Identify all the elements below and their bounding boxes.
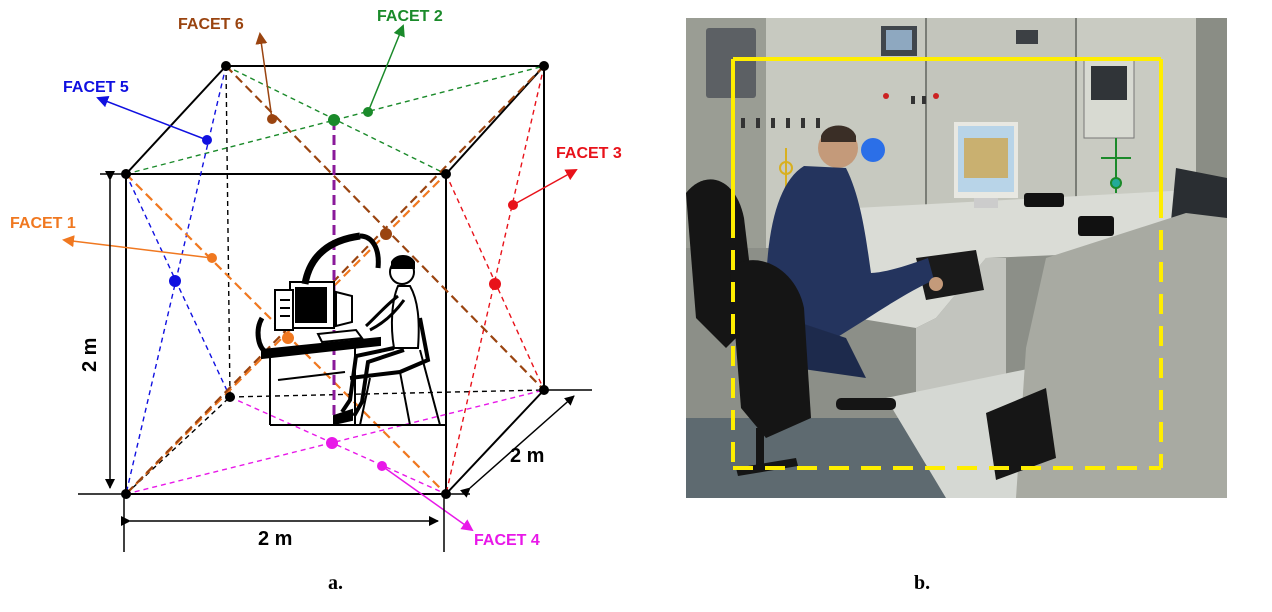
phone xyxy=(1078,216,1114,236)
facet3-label: FACET 3 xyxy=(556,145,622,162)
pc-monitor xyxy=(954,122,1018,208)
facet6-marker xyxy=(255,32,392,240)
facet4-label: FACET 4 xyxy=(474,532,540,549)
facet5-marker xyxy=(96,95,212,287)
height-dimension xyxy=(78,171,126,495)
facet3-marker xyxy=(489,169,578,290)
depth-label: 2 m xyxy=(510,445,544,467)
cube-hidden-edges xyxy=(125,65,545,495)
depth-dimension xyxy=(446,389,592,498)
phone xyxy=(1024,193,1064,207)
facet2-diagonals xyxy=(125,65,545,175)
facet4-diagonals xyxy=(125,389,545,495)
facet6-label: FACET 6 xyxy=(178,16,244,33)
facet4-marker xyxy=(326,437,474,532)
facet2-marker xyxy=(328,24,405,126)
facet1-marker xyxy=(62,235,294,344)
facet2-label: FACET 2 xyxy=(377,8,443,25)
roi-box xyxy=(731,57,1163,470)
caption-b: b. xyxy=(914,572,931,594)
facet5-label: FACET 5 xyxy=(63,79,129,96)
control-room-photo xyxy=(686,18,1227,498)
crt-monitor xyxy=(1016,213,1227,498)
operator-pictogram xyxy=(255,232,445,426)
height-label: 2 m xyxy=(79,338,101,372)
facet1-label: FACET 1 xyxy=(10,215,76,232)
caption-a: a. xyxy=(328,572,343,594)
crt-keyboard xyxy=(986,388,1056,480)
indicator-lights xyxy=(883,93,939,99)
width-label: 2 m xyxy=(258,528,292,550)
width-dimension xyxy=(121,494,445,552)
